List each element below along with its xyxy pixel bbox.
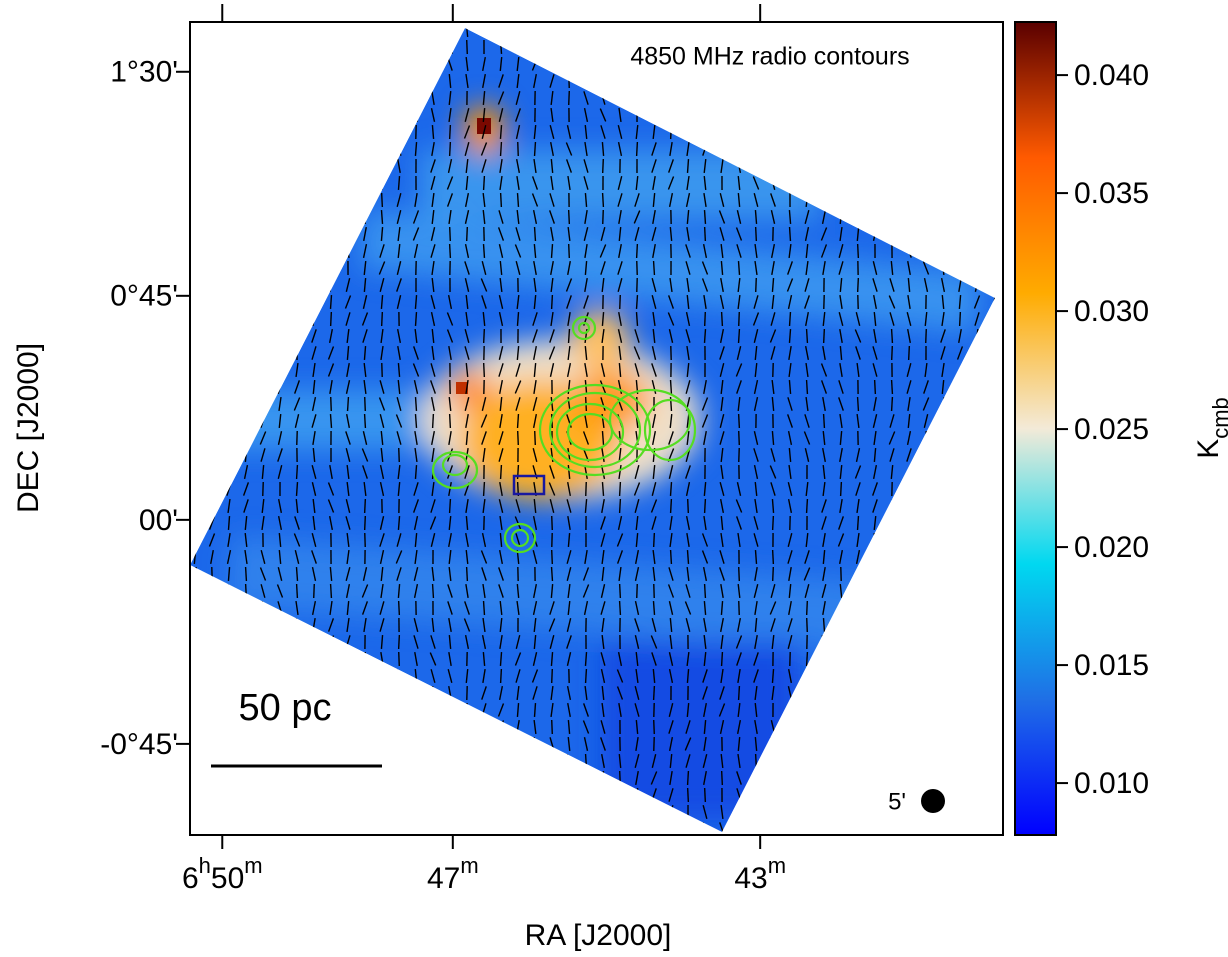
beam-label: 5' xyxy=(888,788,906,815)
x-axis-label: RA [J2000] xyxy=(525,919,672,952)
x-tick-label: 47m xyxy=(427,853,479,895)
colorbar-tick-label: 0.025 xyxy=(1074,413,1149,446)
y-tick-label: -0°45' xyxy=(100,728,178,761)
y-axis-label: DEC [J2000] xyxy=(12,343,45,513)
colorbar-tick-label: 0.015 xyxy=(1074,649,1149,682)
colorbar-tick-label: 0.040 xyxy=(1074,59,1149,92)
plot-frame xyxy=(189,21,1004,836)
y-tick-label: 1°30' xyxy=(110,56,178,89)
y-tick-label: 00' xyxy=(139,504,178,537)
x-tick-label: 43m xyxy=(734,853,786,895)
annotation: 4850 MHz radio contours xyxy=(630,43,909,71)
beam xyxy=(921,789,945,813)
colorbar-tick-label: 0.010 xyxy=(1074,767,1149,800)
y-tick-label: 0°45' xyxy=(110,280,178,313)
colorbar-tick-label: 0.030 xyxy=(1074,295,1149,328)
x-tick-label: 6h50m xyxy=(182,853,263,895)
colorbar xyxy=(1014,21,1057,836)
scale-bar-label: 50 pc xyxy=(239,687,332,729)
colorbar-label: Kcmb xyxy=(1192,397,1228,459)
colorbar-tick-label: 0.020 xyxy=(1074,531,1149,564)
colorbar-tick-label: 0.035 xyxy=(1074,177,1149,210)
